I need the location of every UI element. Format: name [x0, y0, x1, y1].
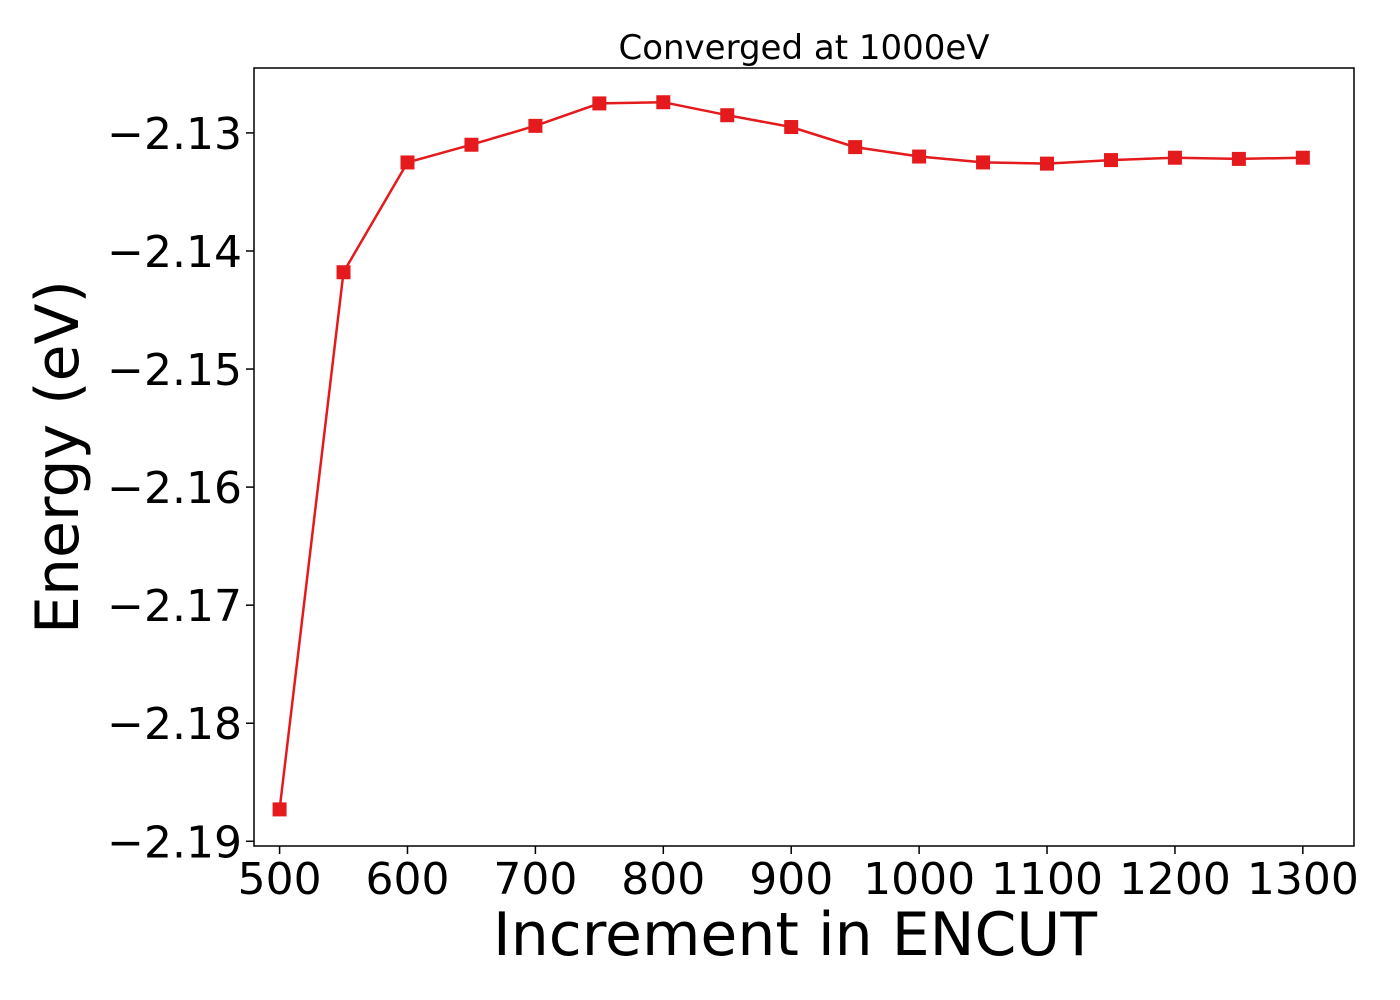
- y-tick-label: −2.16: [107, 463, 242, 514]
- data-point-marker: [784, 120, 799, 135]
- data-point-marker: [656, 95, 671, 110]
- y-tick-label: −2.15: [107, 345, 242, 396]
- data-point-marker: [272, 802, 287, 817]
- y-tick-label: −2.18: [107, 699, 242, 750]
- x-axis-label: Increment in ENCUT: [493, 900, 1097, 970]
- data-point-marker: [1231, 151, 1246, 166]
- data-point-marker: [464, 137, 479, 152]
- data-point-marker: [848, 140, 863, 155]
- series-layer: [272, 95, 1310, 817]
- x-tick-label: 1200: [1119, 854, 1231, 905]
- chart-title: Converged at 1000eV: [618, 28, 989, 68]
- y-tick-label: −2.14: [107, 227, 242, 278]
- data-point-marker: [1167, 150, 1182, 165]
- x-axis-ticks: 500 600 700 800 900 1000 1100 1200 1300: [238, 846, 1359, 905]
- y-axis-ticks: −2.19 −2.18 −2.17 −2.16 −2.15 −2.14 −2.13: [107, 109, 254, 868]
- x-tick-label: 500: [238, 854, 322, 905]
- x-tick-label: 700: [493, 854, 577, 905]
- data-point-marker: [528, 118, 543, 133]
- data-point-marker: [336, 265, 351, 280]
- data-point-marker: [1295, 150, 1310, 165]
- x-tick-label: 600: [365, 854, 449, 905]
- series-line: [278, 100, 1303, 810]
- x-tick-label: 1300: [1247, 854, 1359, 905]
- plot-frame: [253, 67, 1355, 847]
- data-point-marker: [400, 155, 415, 170]
- data-point-marker: [976, 155, 991, 170]
- x-tick-label: 1000: [863, 854, 975, 905]
- y-tick-label: −2.19: [107, 817, 242, 868]
- x-tick-label: 800: [621, 854, 705, 905]
- data-point-marker: [912, 149, 927, 164]
- data-point-marker: [720, 108, 735, 123]
- data-point-marker: [1103, 153, 1118, 168]
- x-tick-label: 1100: [991, 854, 1103, 905]
- y-tick-label: −2.17: [107, 581, 242, 632]
- data-point-marker: [592, 96, 607, 111]
- data-point-marker: [1040, 156, 1055, 171]
- y-tick-label: −2.13: [107, 109, 242, 160]
- y-axis-label: Energy (eV): [23, 280, 93, 634]
- x-tick-label: 900: [749, 854, 833, 905]
